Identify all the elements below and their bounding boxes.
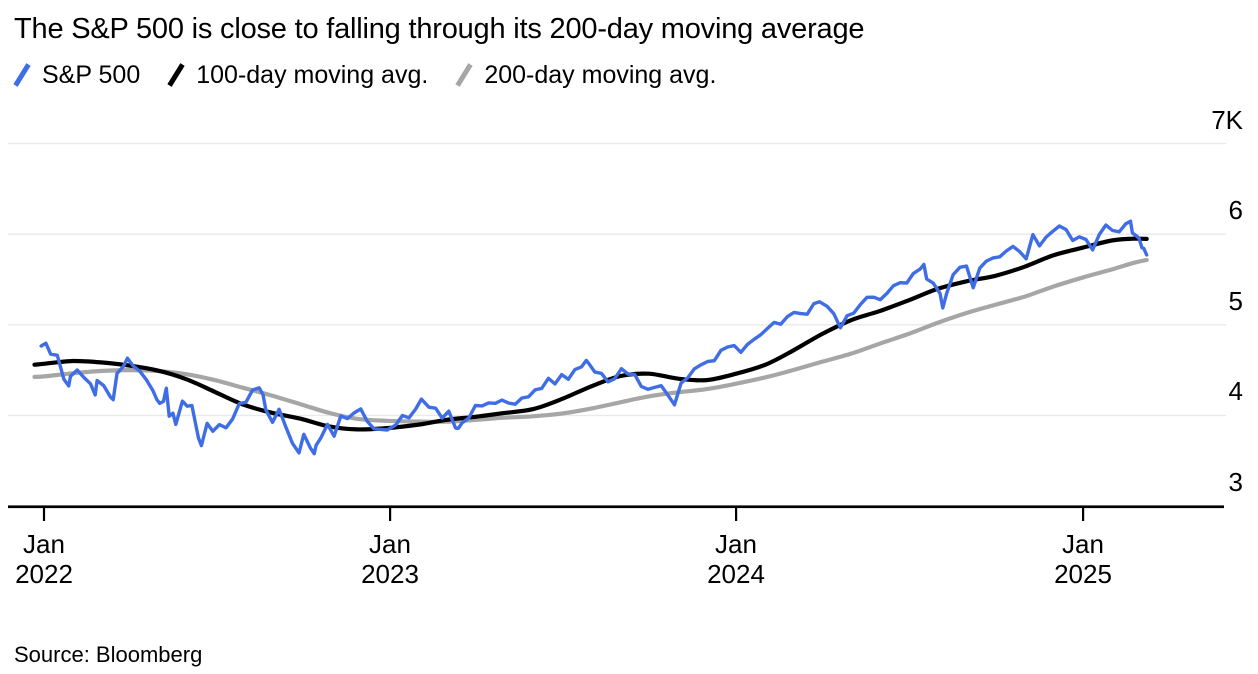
chart-title: The S&P 500 is close to falling through … [14, 13, 865, 45]
legend-slash-icon [455, 63, 473, 87]
y-axis-label: 7K [1211, 105, 1243, 135]
x-axis-label-month: Jan [369, 529, 411, 559]
x-axis-label: Jan 2025 [1013, 529, 1153, 589]
legend-item-100-day-moving-avg: 100-day moving avg. [166, 61, 428, 90]
legend-item-s-p-500: S&P 500 [12, 61, 140, 90]
legend-slash-icon [13, 63, 31, 87]
x-axis-tick [735, 508, 738, 521]
x-axis-line [8, 505, 1224, 509]
x-axis-tick [389, 508, 392, 521]
series-line-s-p-500 [39, 219, 1149, 456]
series-line-200-day-moving-avg [32, 257, 1149, 424]
legend-item-200-day-moving-avg: 200-day moving avg. [454, 61, 716, 90]
chart-legend: S&P 500 100-day moving avg. 200-day moving… [12, 59, 716, 91]
x-axis-tick [42, 508, 46, 521]
x-axis-label: Jan 2024 [666, 529, 806, 589]
x-axis-label: Jan 2022 [0, 529, 114, 589]
source-label: Source: Bloomberg [14, 642, 203, 667]
x-axis-label: Jan 2023 [320, 529, 460, 589]
legend-label: 200-day moving avg. [484, 60, 717, 89]
x-axis-label-year: 2023 [361, 559, 419, 589]
x-axis-label-month: Jan [715, 529, 757, 559]
y-axis-label: 4 [1228, 376, 1243, 406]
y-axis-label: 3 [1228, 467, 1243, 497]
legend-label: 100-day moving avg. [196, 60, 429, 89]
x-axis-tick [1082, 508, 1085, 521]
legend-slash-icon [167, 63, 185, 87]
y-axis-label: 5 [1228, 286, 1243, 316]
x-axis-label-month: Jan [23, 529, 65, 559]
legend-label: S&P 500 [42, 60, 141, 89]
x-axis-label-year: 2024 [707, 559, 765, 589]
y-axis-label: 6 [1228, 195, 1243, 225]
x-axis-label-year: 2022 [15, 559, 73, 589]
x-axis-label-year: 2025 [1054, 559, 1112, 589]
x-axis-label-month: Jan [1062, 529, 1104, 559]
